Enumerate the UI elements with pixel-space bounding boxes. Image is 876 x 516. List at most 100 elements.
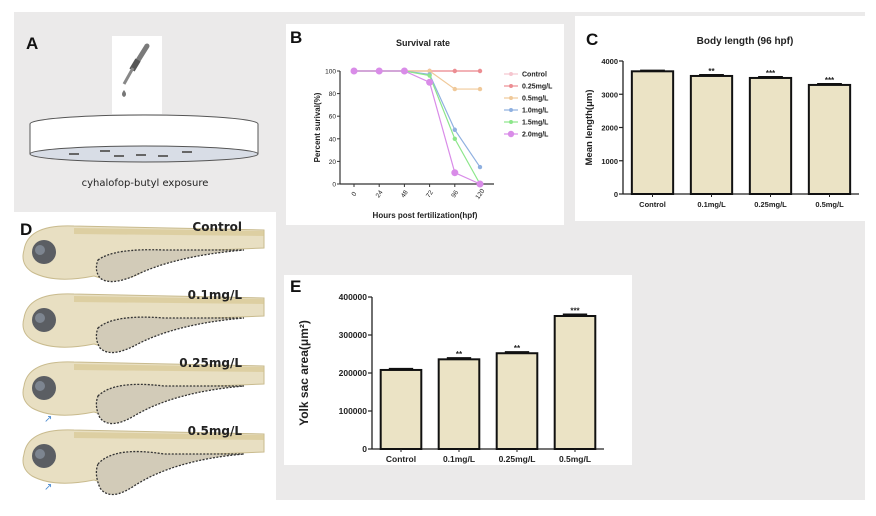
- y-tick-label: 4000: [601, 57, 618, 66]
- petri-dish-icon: [29, 114, 259, 163]
- significance-marker: ***: [766, 69, 776, 78]
- y-tick-label: 200000: [339, 368, 368, 378]
- figure-canvas: A: [14, 12, 865, 500]
- y-tick-label: 1000: [601, 157, 618, 166]
- fish-label-control: Control: [192, 220, 242, 234]
- data-point: [476, 180, 484, 188]
- significance-marker: **: [456, 350, 463, 359]
- larva-eye-highlight: [35, 313, 45, 323]
- larva-image: ↗: [22, 429, 265, 496]
- larvae-illustration: ↗↗: [22, 225, 265, 496]
- larva-image: ↗: [22, 361, 265, 425]
- y-axis-label: Percent surival(%): [313, 92, 322, 162]
- embryo-icons: [69, 150, 192, 157]
- y-tick-label: 3000: [601, 90, 618, 99]
- x-tick-label: 120: [474, 188, 486, 201]
- survival-chart-svg: Survival rate 0 20 40 60 80 100 0 24 48 72 96 120 Hou…: [313, 38, 553, 220]
- x-tick-label: 0.1mg/L: [697, 200, 726, 209]
- data-point: [427, 73, 432, 78]
- y-tick-label: 20: [329, 159, 337, 166]
- yolk-sac-outline: [95, 249, 245, 283]
- x-tick-label: 0.5mg/L: [559, 454, 591, 464]
- bar-0-5mg-L: [553, 315, 597, 450]
- bar-0-5mg-L: [807, 83, 852, 195]
- panel-label-e: E: [290, 277, 302, 296]
- series-line-2-0mg-L: [354, 70, 481, 185]
- larva-dorsal-pigment: [74, 228, 264, 236]
- x-tick-label: Control: [386, 454, 416, 464]
- x-axis-label: Hours post fertilization(hpf): [373, 211, 478, 220]
- edema-arrow-icon: ↗: [44, 414, 52, 425]
- data-point: [452, 127, 457, 132]
- data-point: [451, 169, 459, 177]
- y-tick-label: 400000: [339, 292, 368, 302]
- data-point: [452, 136, 457, 141]
- significance-marker: ***: [825, 76, 835, 85]
- legend-marker: [509, 120, 513, 124]
- significance-marker: ***: [570, 306, 580, 315]
- yolk-sac-chart-svg: 0 100000 200000 300000 400000 Yolk sac area(μ…: [297, 292, 604, 464]
- fish-label-0-5: 0.5mg/L: [187, 424, 242, 438]
- bar-0-1mg-L: [437, 358, 481, 450]
- legend-label: 2.0mg/L: [522, 132, 549, 139]
- y-tick-label: 100000: [339, 406, 368, 416]
- yolk-sac-outline: [95, 316, 245, 354]
- bar-Control: [379, 368, 423, 450]
- y-tick-label: 60: [329, 114, 337, 121]
- series-line-1-5mg-L: [354, 70, 481, 185]
- legend-label: Control: [522, 72, 547, 79]
- x-tick-label: 24: [375, 189, 385, 199]
- y-tick-label: 0: [362, 444, 367, 454]
- y-axis-label: Yolk sac area(μm²): [297, 320, 311, 426]
- legend-marker: [509, 84, 513, 88]
- dropper-icon: [122, 43, 150, 97]
- y-tick-label: 80: [329, 91, 337, 98]
- panel-d-larvae-images: ↗ ↗ D Control 0.1mg/L 0.25mg/L 0.5mg/L: [14, 212, 276, 500]
- panel-label-c: C: [586, 30, 599, 49]
- legend-label: 0.5mg/L: [522, 96, 549, 103]
- fish-label-0-1: 0.1mg/L: [187, 288, 242, 302]
- exposure-illustration: [29, 36, 259, 163]
- chart-title: Body length (96 hpf): [697, 36, 794, 47]
- data-point: [350, 67, 358, 75]
- y-axis-label: Mean length(μm): [584, 89, 595, 165]
- chart-title: Survival rate: [396, 38, 450, 48]
- data-point: [452, 86, 457, 92]
- legend-marker: [509, 72, 513, 76]
- data-point: [477, 68, 483, 74]
- edema-arrow-icon: ↗: [44, 482, 52, 493]
- larva-dorsal-pigment: [74, 432, 264, 440]
- x-tick-label: 0.25mg/L: [754, 200, 787, 209]
- legend-marker: [509, 108, 513, 112]
- panel-label-a: A: [26, 34, 39, 53]
- panel-e-yolk-sac-chart: E 0 100000 200000 300000 400000 Yolk sac area…: [284, 275, 632, 465]
- x-tick-label: 0.1mg/L: [443, 454, 475, 464]
- legend-marker: [509, 96, 513, 100]
- drop-icon: [122, 90, 126, 97]
- larva-dorsal-pigment: [74, 296, 264, 304]
- larva-dorsal-pigment: [74, 364, 264, 372]
- data-point: [375, 67, 383, 75]
- significance-marker: **: [514, 344, 521, 353]
- y-tick-label: 100: [325, 69, 336, 76]
- bar-Control: [630, 70, 675, 195]
- y-tick-label: 0: [614, 190, 618, 199]
- bar-0-25mg-L: [748, 76, 793, 196]
- panel-label-b: B: [290, 28, 303, 47]
- data-point: [426, 78, 434, 86]
- fish-label-0-25: 0.25mg/L: [179, 356, 242, 370]
- larva-image: [22, 293, 265, 354]
- panel-a-exposure-diagram: A: [14, 12, 276, 208]
- x-tick-label: 0.5mg/L: [815, 200, 844, 209]
- exposure-caption: cyhalofop-butyl exposure: [81, 178, 209, 189]
- panel-label-d: D: [20, 220, 33, 239]
- data-point: [452, 68, 457, 74]
- series-line-1-0mg-L: [354, 70, 481, 168]
- body-length-chart-svg: Body length (96 hpf) 0 1000 2000 3000 4000 Mea…: [584, 36, 859, 209]
- larva-eye-highlight: [35, 381, 45, 391]
- x-tick-label: 0: [351, 190, 359, 197]
- y-tick-label: 0: [332, 182, 336, 189]
- larva-eye-highlight: [35, 449, 45, 459]
- legend-label: 0.25mg/L: [522, 84, 553, 91]
- x-tick-label: 0.25mg/L: [499, 454, 536, 464]
